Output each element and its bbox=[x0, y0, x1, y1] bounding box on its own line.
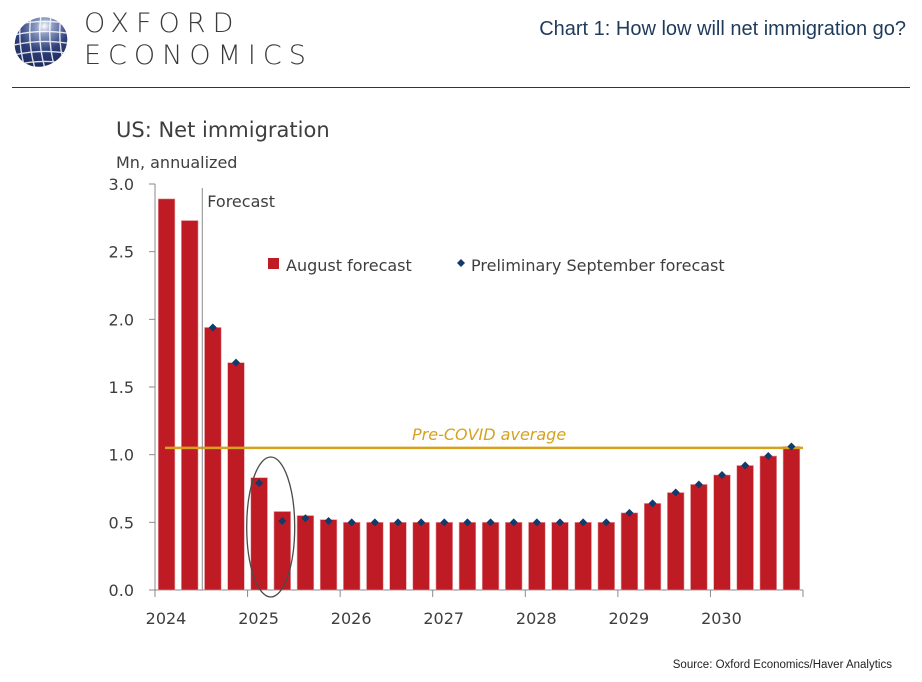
marker-point bbox=[625, 508, 634, 517]
marker-point bbox=[764, 452, 773, 461]
x-tick-label: 2024 bbox=[146, 609, 187, 628]
bar bbox=[273, 511, 291, 591]
marker-point bbox=[440, 518, 449, 527]
x-tick-label: 2029 bbox=[608, 609, 649, 628]
marker-point bbox=[255, 479, 264, 488]
bar bbox=[736, 465, 754, 591]
bar bbox=[667, 492, 685, 591]
bar bbox=[204, 327, 222, 591]
legend-swatch-september bbox=[457, 259, 465, 267]
bar bbox=[319, 519, 338, 591]
bar bbox=[643, 503, 662, 591]
source-note: Source: Oxford Economics/Haver Analytics bbox=[672, 659, 892, 671]
bar bbox=[551, 522, 569, 591]
slide-title: Chart 1: How low will net immigration go… bbox=[539, 18, 906, 40]
y-tick-label: 0.0 bbox=[109, 581, 134, 600]
x-tick-label: 2027 bbox=[423, 609, 464, 628]
y-tick-label: 3.0 bbox=[109, 175, 134, 194]
marker-point bbox=[347, 518, 356, 527]
legend-label-august: August forecast bbox=[286, 256, 412, 275]
reference-line-group: Pre-COVID average bbox=[165, 425, 803, 450]
brand-line-2: ECONOMICS bbox=[84, 40, 313, 71]
y-axis-label: Mn, annualized bbox=[116, 153, 237, 172]
marker-point bbox=[370, 518, 379, 527]
bar bbox=[296, 515, 315, 591]
marker-point bbox=[463, 518, 472, 527]
x-tick-label: 2028 bbox=[516, 609, 557, 628]
y-tick-label: 1.0 bbox=[109, 446, 134, 465]
bar bbox=[366, 522, 384, 591]
marker-point bbox=[671, 488, 680, 497]
bar-series-august bbox=[157, 198, 801, 591]
y-tick-label: 2.0 bbox=[109, 310, 134, 329]
marker-point bbox=[602, 518, 611, 527]
marker-point bbox=[394, 518, 402, 527]
globe-icon bbox=[10, 10, 72, 72]
bar bbox=[597, 522, 615, 591]
marker-point bbox=[324, 516, 333, 525]
y-tick-label: 2.5 bbox=[109, 243, 134, 262]
brand-line-1: OXFORD bbox=[84, 8, 241, 39]
marker-point bbox=[787, 442, 796, 451]
marker-point bbox=[486, 518, 495, 527]
marker-series-september bbox=[208, 323, 796, 527]
bar bbox=[528, 522, 546, 591]
bar bbox=[343, 522, 361, 591]
marker-point bbox=[417, 518, 426, 527]
bar bbox=[620, 512, 639, 591]
marker-point bbox=[532, 518, 541, 527]
bar bbox=[181, 220, 199, 591]
legend: August forecast Preliminary September fo… bbox=[268, 256, 725, 275]
marker-point bbox=[648, 499, 657, 508]
marker-point bbox=[278, 516, 287, 525]
marker-point bbox=[208, 323, 217, 332]
brand-wordmark: OXFORD ECONOMICS bbox=[84, 8, 313, 72]
bar bbox=[782, 446, 801, 591]
bar bbox=[250, 477, 268, 591]
x-tick-label: 2025 bbox=[238, 609, 279, 628]
bar bbox=[574, 522, 592, 591]
marker-point bbox=[509, 518, 518, 527]
y-tick-label: 0.5 bbox=[109, 513, 134, 532]
forecast-label: Forecast bbox=[207, 192, 275, 211]
bar bbox=[759, 455, 777, 591]
x-tick-label: 2026 bbox=[331, 609, 372, 628]
marker-point bbox=[694, 480, 703, 489]
y-axis: 0.0 0.5 1.0 1.5 2.0 2.5 3.0 bbox=[109, 175, 156, 600]
chart-title: US: Net immigration bbox=[116, 118, 330, 142]
marker-point bbox=[301, 514, 310, 523]
x-axis: 2024 2025 2026 2027 2028 2029 2030 bbox=[146, 589, 804, 628]
forecast-divider-group: Forecast bbox=[201, 188, 275, 590]
marker-point bbox=[579, 518, 588, 527]
bar bbox=[505, 522, 523, 591]
bar bbox=[481, 522, 500, 591]
marker-point bbox=[232, 358, 240, 367]
marker-point bbox=[741, 461, 750, 470]
reference-line-label: Pre-COVID average bbox=[412, 425, 566, 444]
bar bbox=[227, 362, 245, 591]
bar bbox=[435, 522, 453, 591]
marker-point bbox=[556, 518, 564, 527]
bar bbox=[412, 522, 430, 591]
x-tick-label: 2030 bbox=[701, 609, 742, 628]
bar bbox=[713, 474, 731, 591]
bar bbox=[389, 522, 407, 591]
marker-point bbox=[718, 470, 726, 479]
bar bbox=[157, 198, 176, 591]
highlight-ellipse-group bbox=[246, 456, 296, 598]
bar bbox=[690, 484, 708, 591]
highlight-ellipse bbox=[246, 456, 296, 598]
y-tick-label: 1.5 bbox=[109, 378, 134, 397]
header-divider bbox=[12, 87, 910, 88]
legend-label-september: Preliminary September forecast bbox=[471, 256, 725, 275]
legend-swatch-august bbox=[268, 258, 279, 269]
bar bbox=[458, 522, 477, 591]
